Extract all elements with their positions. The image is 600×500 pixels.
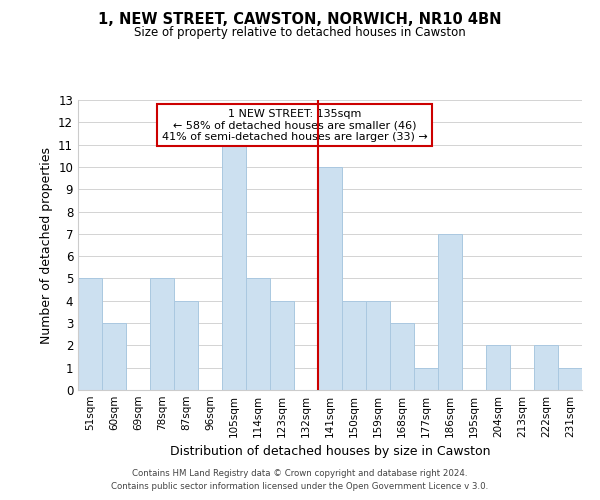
Bar [558,368,582,390]
Bar [270,301,294,390]
Text: Size of property relative to detached houses in Cawston: Size of property relative to detached ho… [134,26,466,39]
Bar [78,278,102,390]
Text: Contains HM Land Registry data © Crown copyright and database right 2024.: Contains HM Land Registry data © Crown c… [132,468,468,477]
Y-axis label: Number of detached properties: Number of detached properties [40,146,53,344]
Bar [102,323,126,390]
Bar [414,368,438,390]
Bar [318,167,342,390]
Text: Contains public sector information licensed under the Open Government Licence v : Contains public sector information licen… [112,482,488,491]
Bar [174,301,198,390]
Text: 1 NEW STREET: 135sqm
← 58% of detached houses are smaller (46)
41% of semi-detac: 1 NEW STREET: 135sqm ← 58% of detached h… [162,108,428,142]
Bar [342,301,366,390]
Bar [438,234,462,390]
Bar [486,346,510,390]
Bar [390,323,414,390]
Bar [150,278,174,390]
Bar [366,301,390,390]
Bar [534,346,558,390]
Bar [222,144,246,390]
X-axis label: Distribution of detached houses by size in Cawston: Distribution of detached houses by size … [170,446,490,458]
Text: 1, NEW STREET, CAWSTON, NORWICH, NR10 4BN: 1, NEW STREET, CAWSTON, NORWICH, NR10 4B… [98,12,502,28]
Bar [246,278,270,390]
